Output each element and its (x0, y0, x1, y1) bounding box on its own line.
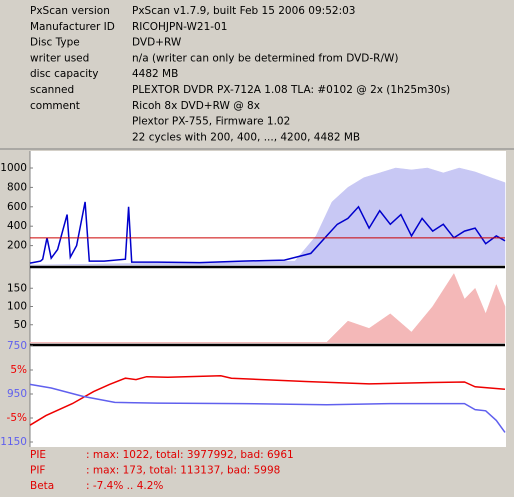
info-value: DVD+RW (132, 37, 182, 49)
info-label: scanned (30, 84, 74, 96)
stat-label: Beta (30, 480, 54, 492)
y-tick-label: -5% (7, 412, 27, 424)
info-value: 4482 MB (132, 68, 178, 80)
stat-label: PIE (30, 449, 46, 461)
y-tick-label: 50 (14, 319, 27, 331)
y-tick-label: 800 (7, 181, 27, 193)
info-label: Disc Type (30, 37, 80, 49)
info-label: disc capacity (30, 68, 99, 80)
y-tick-label: 200 (7, 240, 27, 252)
stat-label: PIF (30, 465, 45, 477)
info-value: Plextor PX-755, Firmware 1.02 (132, 116, 290, 128)
y-tick-label: 1150 (0, 436, 27, 448)
info-label: Manufacturer ID (30, 21, 115, 33)
stat-value: : -7.4% .. 4.2% (86, 480, 163, 492)
y-tick-label: 750 (7, 340, 27, 352)
y-tick-label: 5% (10, 364, 27, 376)
info-value: 22 cycles with 200, 400, ..., 4200, 4482… (132, 131, 360, 143)
area (29, 273, 506, 344)
y-tick-label: 600 (7, 201, 27, 213)
info-label: writer used (30, 52, 89, 64)
line (29, 375, 506, 426)
info-label: PxScan version (30, 5, 110, 17)
y-tick-label: 100 (7, 301, 27, 313)
y-tick-label: 400 (7, 220, 27, 232)
stat-value: : max: 173, total: 113137, bad: 5998 (86, 465, 280, 477)
y-tick-label: 1000 (0, 162, 27, 174)
y-tick-label: 150 (7, 282, 27, 294)
info-value: Ricoh 8x DVD+RW @ 8x (132, 100, 260, 112)
stat-value: : max: 1022, total: 3977992, bad: 6961 (86, 449, 294, 461)
line (29, 383, 506, 433)
y-tick-label: 950 (7, 388, 27, 400)
info-value: RICOHJPN-W21-01 (132, 21, 227, 33)
info-value: n/a (writer can only be determined from … (132, 52, 398, 64)
info-value: PxScan v1.7.9, built Feb 15 2006 09:52:0… (132, 5, 355, 17)
info-label: comment (30, 100, 80, 112)
info-value: PLEXTOR DVDR PX-712A 1.08 TLA: #0102 @ 2… (132, 84, 450, 96)
area (29, 167, 506, 266)
